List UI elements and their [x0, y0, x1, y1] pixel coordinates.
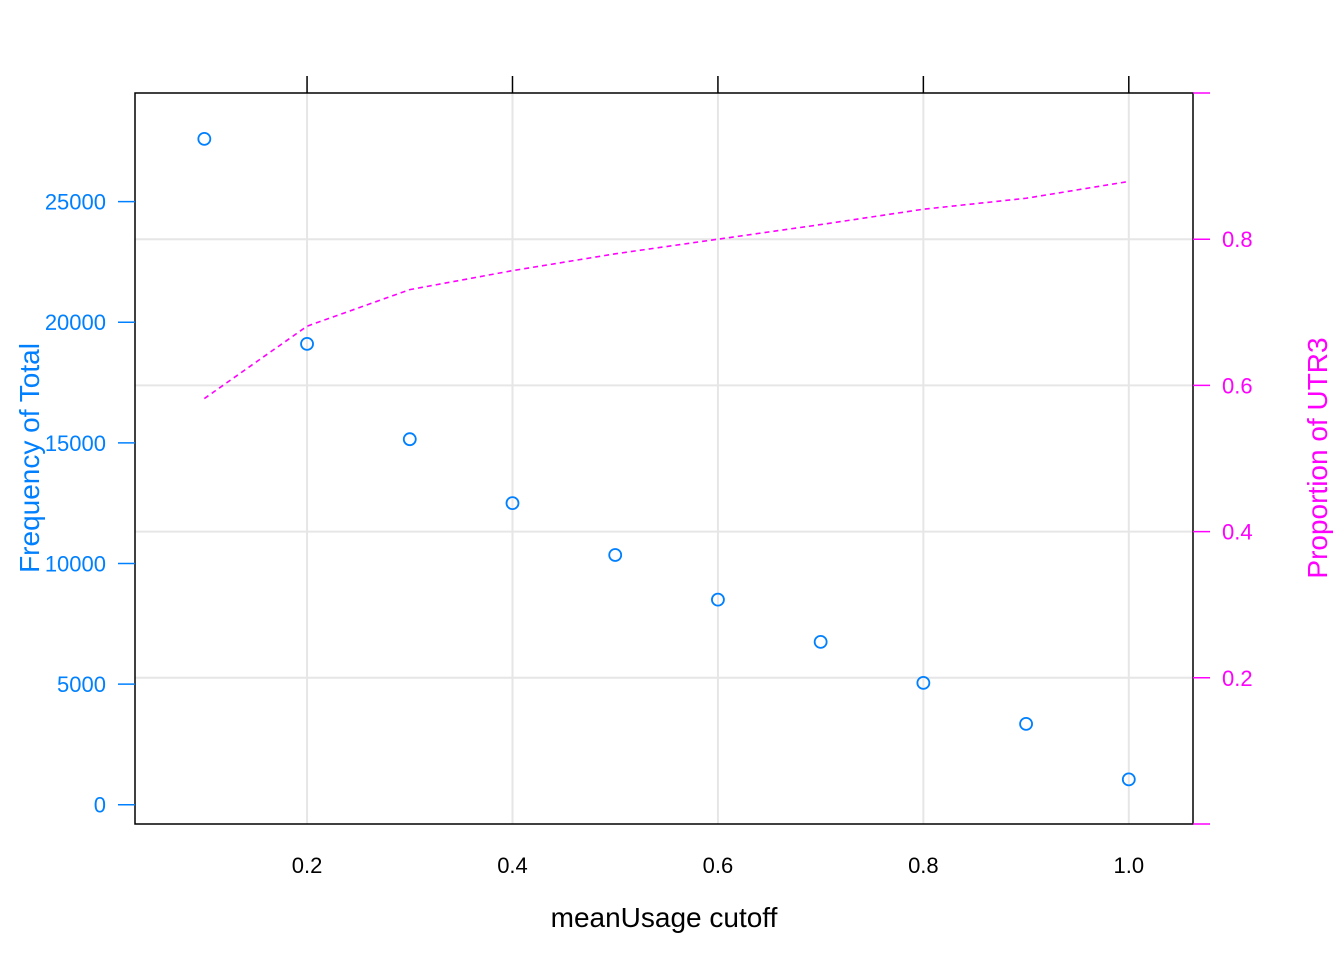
data-point [916, 675, 931, 690]
data-point [1121, 772, 1136, 787]
data-point [300, 337, 314, 351]
x-axis-ticks: 0.2 0.4 0.6 0.8 1.0 [292, 76, 1144, 878]
series-layer [197, 131, 1136, 787]
data-point [197, 131, 212, 146]
series-line-utr3-proportion [203, 180, 1129, 400]
y-right-tick-label: 0.6 [1222, 373, 1253, 398]
y-right-axis-title: Proportion of UTR3 [1302, 337, 1333, 578]
y-left-axis-ticks: 0 5000 10000 15000 20000 25000 [45, 190, 135, 818]
x-tick-label: 0.2 [292, 853, 323, 878]
x-tick-label: 1.0 [1114, 853, 1145, 878]
y-right-tick-label: 0.4 [1222, 520, 1253, 545]
y-left-tick-label: 20000 [45, 310, 106, 335]
data-point [608, 548, 623, 562]
x-axis-title: meanUsage cutoff [551, 902, 778, 933]
y-left-tick-label: 0 [94, 793, 106, 818]
data-point [402, 432, 417, 447]
data-point [505, 496, 520, 511]
y-right-tick-label: 0.8 [1222, 227, 1253, 252]
data-point [1019, 716, 1033, 731]
grid [135, 93, 1193, 824]
y-left-tick-label: 5000 [57, 672, 106, 697]
y-left-tick-label: 25000 [45, 190, 106, 215]
plot-frame [134, 92, 1194, 825]
data-point [711, 592, 725, 607]
y-left-tick-label: 15000 [45, 431, 106, 456]
y-left-tick-label: 10000 [45, 551, 106, 576]
y-right-tick-label: 0.2 [1222, 666, 1253, 691]
y-left-axis-title: Frequency of Total [14, 343, 45, 573]
y-right-axis-ticks: 0.2 0.4 0.6 0.8 [1193, 92, 1253, 825]
x-tick-label: 0.6 [703, 853, 734, 878]
data-point [813, 634, 828, 649]
x-tick-label: 0.8 [908, 853, 939, 878]
x-tick-label: 0.4 [497, 853, 528, 878]
